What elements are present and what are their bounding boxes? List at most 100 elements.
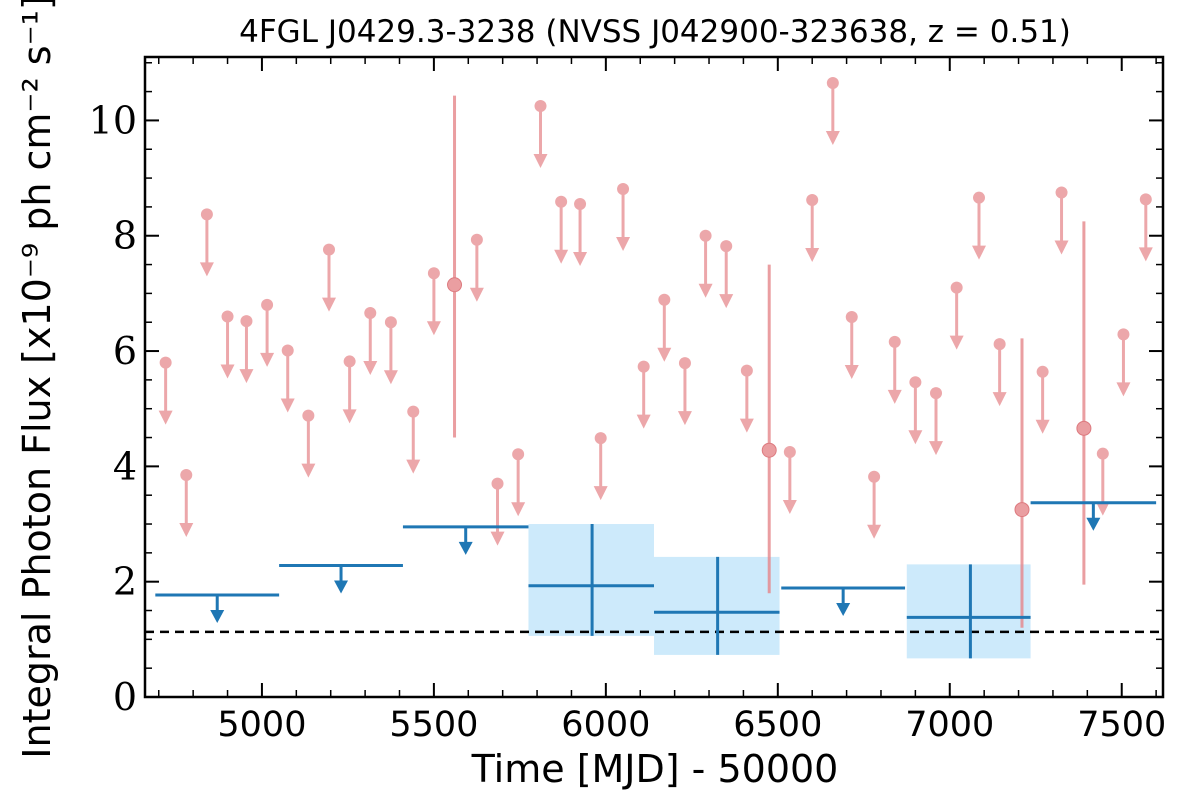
upper-limit-point bbox=[720, 240, 733, 253]
long-bin-detection bbox=[654, 556, 780, 655]
upper-limit-arrow-head bbox=[1138, 247, 1153, 262]
upper-limit-arrow-head bbox=[805, 247, 820, 262]
chart-title: 4FGL J0429.3-3238 (NVSS J042900-323638, … bbox=[239, 14, 1071, 50]
upper-limit-arrow-head bbox=[260, 352, 275, 367]
short-bin-upper-limit bbox=[739, 364, 754, 433]
x-tick-label: 6500 bbox=[733, 705, 822, 745]
upper-limit-point bbox=[384, 316, 397, 329]
upper-limit-arrow-head bbox=[636, 414, 651, 429]
short-bin-upper-limit bbox=[533, 100, 548, 169]
upper-limit-point bbox=[868, 470, 881, 483]
upper-limit-arrow-head bbox=[887, 389, 902, 404]
upper-limit-point bbox=[364, 307, 377, 319]
upper-limit-arrow-head bbox=[158, 410, 173, 425]
short-bin-upper-limit bbox=[321, 243, 336, 312]
detection-point bbox=[447, 277, 463, 293]
x-tick-label: 6000 bbox=[561, 705, 650, 745]
upper-limit-point bbox=[1055, 186, 1068, 199]
short-bin-upper-limit bbox=[929, 387, 944, 456]
short-bin-upper-limit bbox=[719, 240, 734, 309]
upper-limit-point bbox=[617, 183, 630, 196]
short-bin-upper-limit bbox=[179, 469, 194, 538]
short-bin-upper-limit bbox=[342, 355, 357, 424]
upper-limit-arrow-head bbox=[1035, 419, 1050, 434]
x-tick-label: 7000 bbox=[905, 705, 994, 745]
upper-limit-arrow-head bbox=[210, 609, 225, 623]
upper-limit-point bbox=[281, 344, 294, 357]
upper-limit-arrow-head bbox=[972, 245, 987, 260]
upper-limit-arrow-head bbox=[1054, 240, 1069, 255]
upper-limit-arrow-head bbox=[573, 252, 588, 267]
upper-limit-point bbox=[470, 233, 483, 246]
short-bin-upper-limit bbox=[1054, 186, 1069, 255]
y-axis-label: Integral Photon Flux [x10⁻⁹ ph cm⁻² s⁻¹] bbox=[15, 0, 59, 759]
long-bin-upper-limit bbox=[155, 593, 280, 623]
upper-limit-point bbox=[180, 469, 193, 482]
upper-limit-point bbox=[574, 198, 587, 211]
long-bin-upper-limit bbox=[402, 525, 529, 555]
upper-limit-point bbox=[930, 387, 943, 400]
upper-limit-point bbox=[637, 360, 650, 373]
short-bin-detection bbox=[761, 264, 777, 594]
upper-limit-arrow-head bbox=[179, 523, 194, 538]
upper-limit-point bbox=[240, 315, 253, 328]
upper-limit-arrow-head bbox=[739, 418, 754, 433]
upper-limit-arrow-head bbox=[908, 430, 923, 445]
long-bin-detection bbox=[528, 524, 654, 636]
upper-limit-arrow-head bbox=[825, 130, 840, 145]
short-bin-upper-limit bbox=[805, 193, 820, 262]
plot-background bbox=[528, 524, 1031, 659]
x-tick-label: 5500 bbox=[389, 705, 478, 745]
short-bin-upper-limit bbox=[867, 470, 882, 539]
upper-limit-point bbox=[888, 335, 901, 348]
upper-limit-point bbox=[200, 208, 213, 221]
x-axis-label: Time [MJD] - 50000 bbox=[471, 747, 839, 791]
upper-limit-arrow-head bbox=[992, 392, 1007, 407]
upper-limit-point bbox=[1117, 328, 1130, 341]
short-bin-upper-limit bbox=[511, 448, 526, 517]
short-bin-detection bbox=[1014, 338, 1030, 628]
short-bin-upper-limit bbox=[426, 267, 441, 336]
short-bin-upper-limit bbox=[949, 281, 964, 350]
upper-limit-arrow-head bbox=[220, 364, 235, 379]
upper-limit-arrow-head bbox=[301, 463, 316, 478]
y-tick-label: 0 bbox=[113, 675, 137, 719]
short-bin-upper-limit bbox=[782, 445, 797, 514]
short-bin-detection bbox=[447, 95, 463, 438]
long-bin-upper-limit bbox=[279, 564, 403, 594]
upper-limit-arrow-head bbox=[554, 249, 569, 264]
short-bin-upper-limit bbox=[280, 344, 295, 413]
short-bin-upper-limit bbox=[636, 360, 651, 429]
short-bin-upper-limit bbox=[199, 208, 214, 277]
upper-limit-point bbox=[491, 477, 504, 490]
upper-limit-arrow-head bbox=[383, 370, 398, 385]
upper-limit-arrow-head bbox=[1086, 517, 1101, 531]
upper-limit-point bbox=[343, 355, 356, 368]
upper-limit-point bbox=[950, 281, 963, 294]
long-bin-upper-limit bbox=[1030, 501, 1157, 531]
upper-limit-arrow-head bbox=[657, 347, 672, 362]
upper-limit-point bbox=[221, 310, 234, 323]
short-bin-detection bbox=[1076, 221, 1092, 585]
short-bin-upper-limit bbox=[992, 338, 1007, 407]
upper-limit-point bbox=[806, 193, 819, 206]
short-bin-upper-limit bbox=[363, 307, 378, 375]
short-bin-upper-limit bbox=[158, 356, 173, 425]
upper-limit-point bbox=[159, 356, 172, 369]
upper-limit-arrow-head bbox=[426, 321, 441, 336]
short-bin-upper-limit bbox=[825, 76, 840, 145]
plot-axes: 5000 5500 6000 6500 7000 7500 0 2 4 6 8 10 bbox=[89, 55, 1166, 745]
short-bin-upper-limit bbox=[972, 191, 987, 260]
upper-limit-arrow-head bbox=[533, 154, 548, 169]
upper-limit-arrow-head bbox=[342, 409, 357, 424]
y-tick-label: 6 bbox=[113, 329, 137, 373]
upper-limit-arrow-head bbox=[836, 603, 851, 617]
short-bin-upper-limit bbox=[260, 298, 275, 367]
upper-limit-arrow-head bbox=[469, 287, 484, 302]
upper-limit-point bbox=[845, 311, 858, 324]
upper-limit-arrow-head bbox=[867, 524, 882, 539]
upper-limit-arrow-head bbox=[1116, 382, 1131, 397]
y-tick-label: 4 bbox=[113, 444, 137, 488]
upper-limit-point bbox=[973, 191, 986, 204]
